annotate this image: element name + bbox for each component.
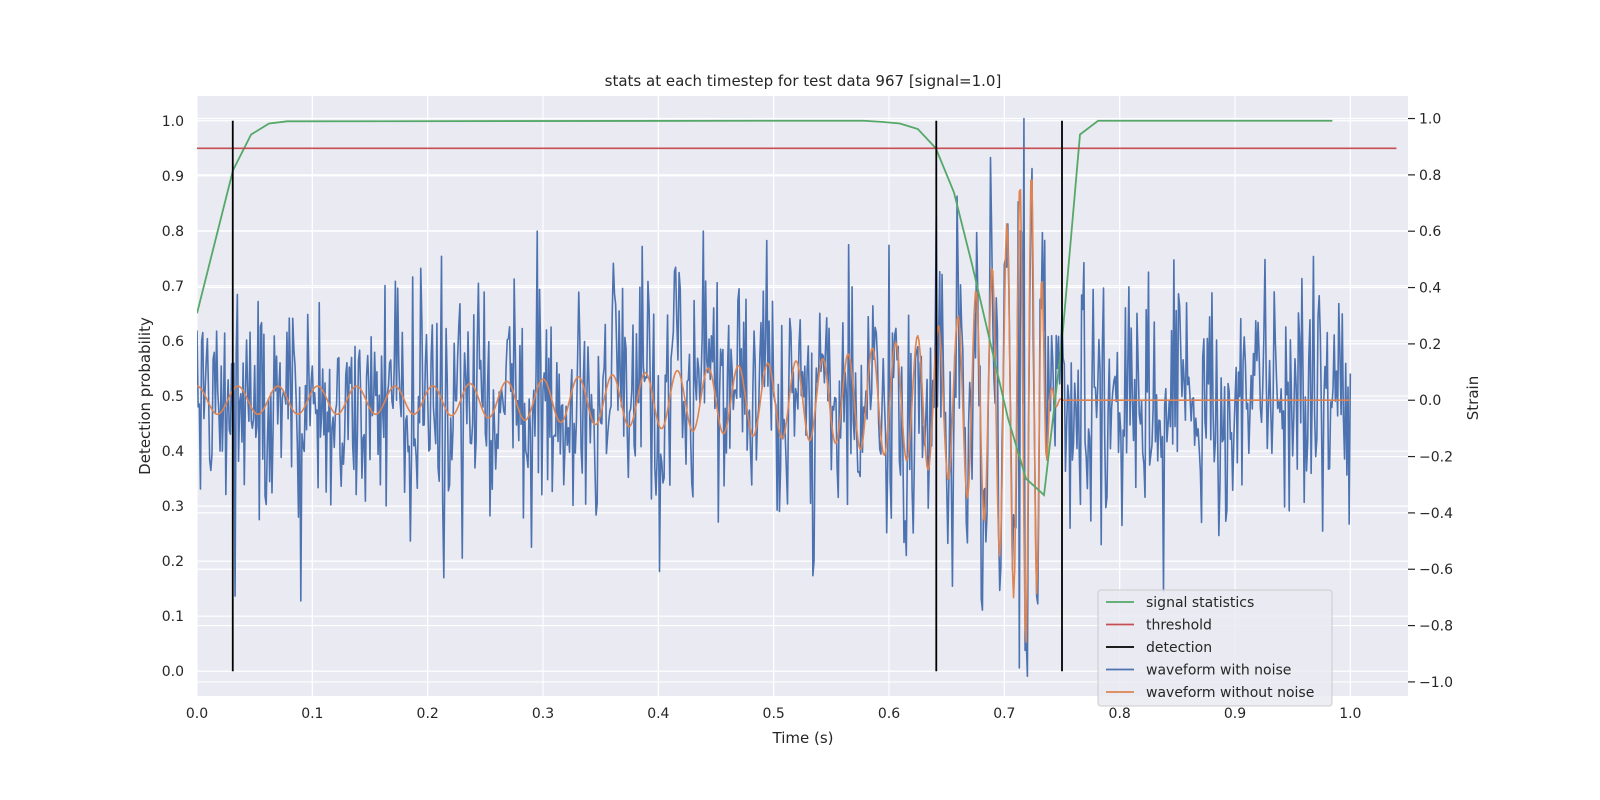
y-right-tick-label: 1.0 — [1419, 112, 1441, 128]
y-left-tick-label: 0.9 — [162, 169, 184, 185]
y-left-tick-label: 0.5 — [162, 389, 184, 405]
legend-label: signal statistics — [1146, 595, 1254, 611]
series-signal-statistics — [197, 119, 1333, 497]
y-right-tick-label: 0.6 — [1419, 224, 1441, 240]
x-tick-label: 0.1 — [301, 706, 323, 722]
y-left-tick-label: 0.3 — [162, 499, 184, 515]
y-axis-left: 0.0 0.1 0.2 0.3 0.4 0.5 0.6 0.7 0.8 0.9 1.0 — [162, 114, 184, 680]
y-right-tick-label: −0.6 — [1419, 562, 1453, 578]
y-right-tick-label: 0.4 — [1419, 281, 1441, 297]
x-axis: 0.0 0.1 0.2 0.3 0.4 0.5 0.6 0.7 0.8 0.9 1.0 — [186, 706, 1362, 722]
y-left-tick-label: 1.0 — [162, 114, 184, 130]
legend-label: threshold — [1146, 618, 1212, 634]
y-right-tick-label: 0.2 — [1419, 337, 1441, 353]
x-tick-label: 0.9 — [1224, 706, 1246, 722]
x-tick-label: 0.2 — [417, 706, 439, 722]
legend-label: waveform without noise — [1146, 685, 1314, 701]
series-waveform-without-noise — [197, 179, 1351, 643]
y-right-tick-label: 0.8 — [1419, 168, 1441, 184]
x-axis-label: Time (s) — [772, 729, 834, 747]
y-left-tick-label: 0.8 — [162, 224, 184, 240]
series-layer — [197, 117, 1397, 678]
y-right-tick-label: 0.0 — [1419, 393, 1441, 409]
x-tick-label: 0.0 — [186, 706, 208, 722]
x-tick-label: 0.8 — [1109, 706, 1131, 722]
y-left-tick-label: 0.1 — [162, 609, 184, 625]
y-axis-right-label: Strain — [1464, 376, 1482, 420]
y-left-tick-label: 0.7 — [162, 279, 184, 295]
x-tick-label: 0.4 — [647, 706, 669, 722]
x-tick-label: 0.5 — [763, 706, 785, 722]
x-tick-label: 0.6 — [878, 706, 900, 722]
legend-label: waveform with noise — [1146, 663, 1291, 679]
y-right-tick-label: −0.2 — [1419, 450, 1453, 466]
y-right-tick-label: −1.0 — [1419, 675, 1453, 691]
legend: signal statistics threshold detection wavef… — [1097, 589, 1333, 707]
chart-title: stats at each timestep for test data 967… — [605, 72, 1002, 90]
y-axis-right: −1.0 −0.8 −0.6 −0.4 −0.2 0.0 0.2 0.4 0.6 0.8 1.0 — [1408, 112, 1453, 691]
y-right-tick-label: −0.4 — [1419, 506, 1453, 522]
legend-label: detection — [1146, 640, 1212, 656]
y-left-tick-label: 0.6 — [162, 334, 184, 350]
y-left-tick-label: 0.4 — [162, 444, 184, 460]
y-left-tick-label: 0.0 — [162, 664, 184, 680]
y-left-tick-label: 0.2 — [162, 554, 184, 570]
x-tick-label: 0.7 — [993, 706, 1015, 722]
x-tick-label: 1.0 — [1339, 706, 1361, 722]
x-tick-label: 0.3 — [532, 706, 554, 722]
y-right-tick-label: −0.8 — [1419, 619, 1453, 635]
legend-box — [1097, 589, 1333, 707]
y-axis-left-label: Detection probability — [136, 317, 154, 475]
